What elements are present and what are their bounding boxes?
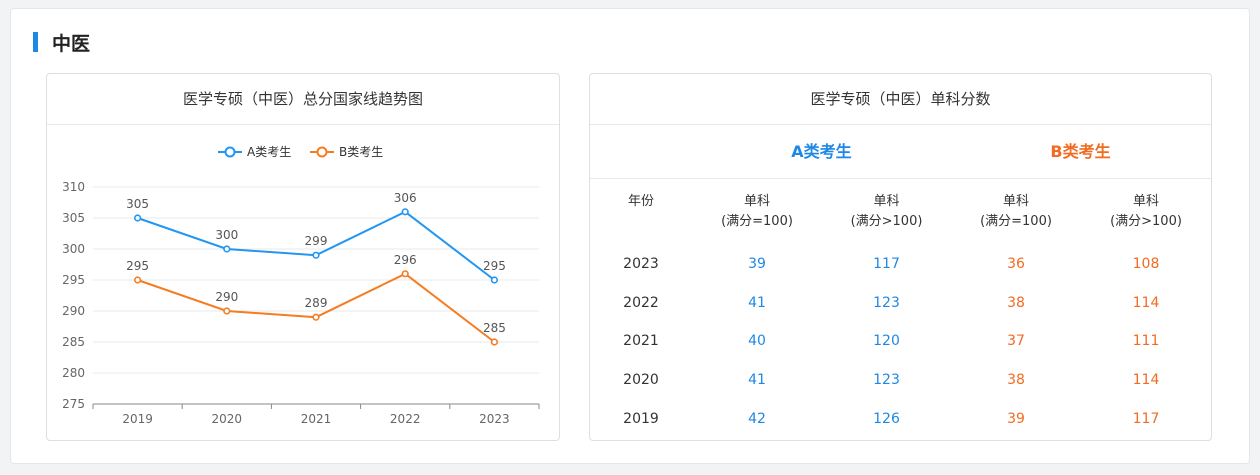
x-tick-label: 2023 xyxy=(479,412,510,426)
data-point xyxy=(133,214,142,222)
data-label: 295 xyxy=(126,259,149,273)
cell-a-over100: 123 xyxy=(873,372,900,389)
legend-marker-dot xyxy=(224,146,236,158)
y-tick-label: 295 xyxy=(62,273,85,287)
table-row: 2023 39 117 36 108 xyxy=(590,245,1211,284)
table-row: 2019 42 126 39 117 xyxy=(590,399,1211,438)
cell-b-full100: 37 xyxy=(1007,333,1025,350)
score-panel: 中医 医学专硕（中医）总分国家线趋势图 275 280 285 290 295 300 30… xyxy=(10,8,1250,464)
y-tick-label: 290 xyxy=(62,304,85,318)
data-point xyxy=(312,251,320,259)
col-year: 年份 xyxy=(627,194,654,209)
cell-year: 2023 xyxy=(623,256,659,273)
data-label: 285 xyxy=(483,321,506,335)
trend-chart-card: 医学专硕（中医）总分国家线趋势图 275 280 285 290 295 300 305 31… xyxy=(46,73,560,441)
cell-a-over100: 120 xyxy=(873,333,900,350)
cell-b-full100: 38 xyxy=(1007,372,1025,389)
group-a-label: A类考生 xyxy=(791,142,852,161)
y-tick-label: 285 xyxy=(62,335,85,349)
section-accent-bar xyxy=(33,32,38,52)
cell-b-over100: 117 xyxy=(1132,410,1160,427)
cell-a-over100: 117 xyxy=(873,256,900,273)
y-tick-label: 280 xyxy=(62,366,85,380)
data-label: 299 xyxy=(305,234,328,248)
group-header-row: A类考生 B类考生 xyxy=(590,125,1211,179)
col-b-over100: 单科 (满分>100) xyxy=(1110,194,1182,229)
section-title: 中医 xyxy=(33,29,90,55)
cell-b-full100: 39 xyxy=(1007,410,1025,427)
cell-a-over100: 126 xyxy=(873,410,900,427)
data-point xyxy=(312,313,320,321)
cell-b-full100: 38 xyxy=(1007,294,1025,311)
x-tick-label: 2020 xyxy=(212,412,243,426)
col-a-over100: 单科 (满分>100) xyxy=(850,194,923,229)
y-tick-label: 305 xyxy=(62,211,85,225)
cell-b-over100: 114 xyxy=(1132,294,1160,311)
cell-b-over100: 111 xyxy=(1132,333,1160,350)
cell-a-over100: 123 xyxy=(873,294,900,311)
data-point xyxy=(223,307,231,315)
col-b-full100: 单科 (满分=100) xyxy=(980,194,1052,229)
data-label: 290 xyxy=(215,290,238,304)
cell-b-over100: 114 xyxy=(1132,372,1160,389)
data-point xyxy=(133,276,142,284)
cell-b-over100: 108 xyxy=(1132,256,1160,273)
legend-entry: B类考生 xyxy=(339,145,383,159)
y-tick-label: 310 xyxy=(62,180,85,194)
score-table-title: 医学专硕（中医）单科分数 xyxy=(590,74,1211,125)
data-point xyxy=(223,245,231,253)
cell-a-full100: 39 xyxy=(748,256,766,273)
cell-year: 2019 xyxy=(623,410,659,427)
cell-b-full100: 36 xyxy=(1007,256,1025,273)
cell-year: 2022 xyxy=(623,294,659,311)
col-a-full100: 单科 (满分=100) xyxy=(721,194,793,229)
trend-chart: 275 280 285 290 295 300 305 310 2019 2020 2021 2022… xyxy=(62,145,540,426)
data-label: 295 xyxy=(483,259,506,273)
x-tick-label: 2022 xyxy=(390,412,421,426)
y-tick-label: 300 xyxy=(62,242,85,256)
section-title-text: 中医 xyxy=(52,32,91,55)
cell-year: 2021 xyxy=(623,333,659,350)
data-point xyxy=(401,208,409,216)
legend-marker-dot xyxy=(316,146,328,158)
score-table-card: 医学专硕（中医）单科分数 A类考生 B类考生 年份 单科 (满分=100) 单科(… xyxy=(589,73,1212,441)
cell-a-full100: 40 xyxy=(748,333,766,350)
data-point xyxy=(401,270,409,278)
table-row: 2021 40 120 37 111 xyxy=(590,322,1211,361)
data-label: 296 xyxy=(394,253,417,267)
data-label: 289 xyxy=(305,296,328,310)
x-tick-label: 2019 xyxy=(122,412,153,426)
data-label: 305 xyxy=(126,197,149,211)
y-tick-label: 275 xyxy=(62,397,85,411)
score-table: 年份 单科 (满分=100) 单科 (满分>100) 单科 (满分=100) 单科 (满… xyxy=(590,179,1211,438)
trend-chart-title: 医学专硕（中医）总分国家线趋势图 xyxy=(47,74,559,125)
cell-a-full100: 42 xyxy=(748,410,766,427)
x-tick-label: 2021 xyxy=(301,412,332,426)
legend-entry: A类考生 xyxy=(247,145,291,159)
table-row: 2022 41 123 38 114 xyxy=(590,284,1211,323)
data-label: 300 xyxy=(215,228,238,242)
group-b-label: B类考生 xyxy=(1050,142,1111,161)
score-table-header-row: 年份 单科 (满分=100) 单科 (满分>100) 单科 (满分=100) 单科 (满… xyxy=(590,179,1211,245)
cell-a-full100: 41 xyxy=(748,294,766,311)
table-row: 2020 41 123 38 114 xyxy=(590,361,1211,400)
cell-a-full100: 41 xyxy=(748,372,766,389)
data-point xyxy=(490,338,499,346)
data-point xyxy=(490,276,499,284)
cell-year: 2020 xyxy=(623,372,659,389)
data-label: 306 xyxy=(394,191,417,205)
